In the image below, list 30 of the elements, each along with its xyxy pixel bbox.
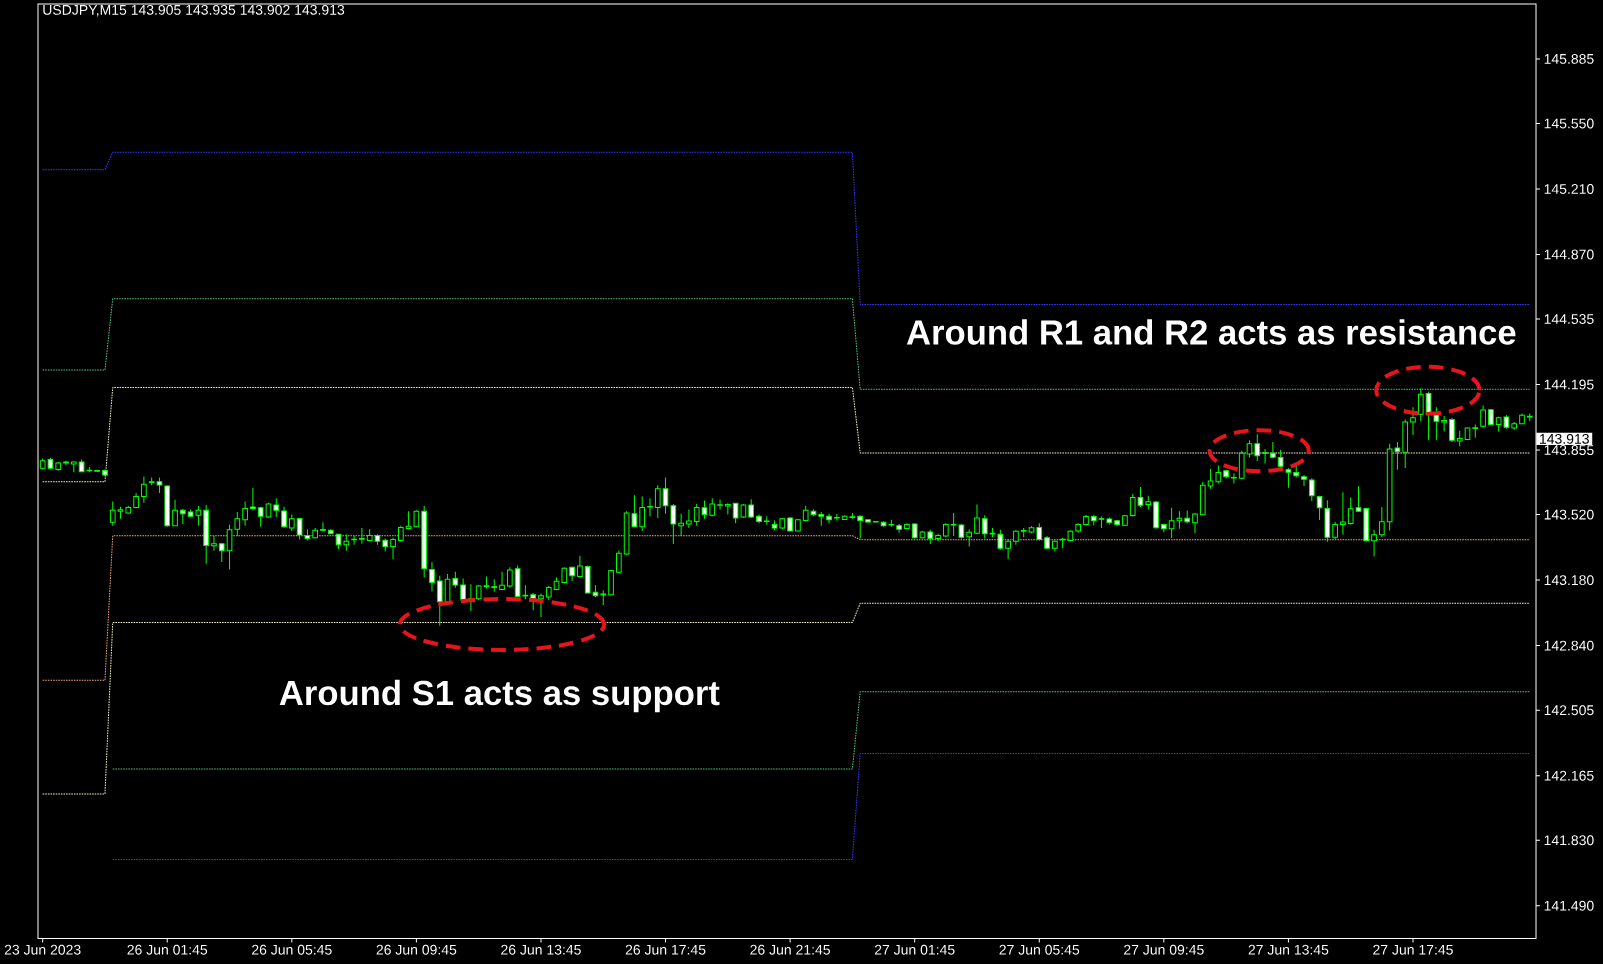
x-tick-label: 26 Jun 17:45: [625, 944, 706, 955]
x-tick-label: 27 Jun 13:45: [1248, 944, 1329, 955]
x-tick-label: 27 Jun 01:45: [874, 944, 955, 955]
y-tick-label: 142.840: [1544, 640, 1594, 651]
y-tick-label: 145.550: [1544, 118, 1594, 129]
text: 143.913: [1540, 433, 1589, 444]
y-tick-label: 142.505: [1544, 705, 1594, 716]
y-tick-label: 144.195: [1544, 379, 1594, 390]
x-tick-label: 23 Jun 2023: [4, 944, 81, 955]
chart-title: USDJPY,M15 143.905 143.935 143.902 143.913: [43, 4, 345, 17]
x-tick-label: 27 Jun 09:45: [1124, 944, 1204, 955]
y-tick-label: 145.885: [1544, 53, 1594, 64]
y-tick-label: 144.870: [1544, 249, 1594, 260]
y-tick-label: 141.830: [1544, 835, 1594, 846]
y-tick-label: 142.165: [1544, 770, 1594, 781]
x-tick-label: 26 Jun 21:45: [750, 944, 830, 955]
x-tick-label: 26 Jun 01:45: [127, 944, 208, 955]
x-tick-label: 27 Jun 05:45: [999, 944, 1080, 955]
y-tick-label: 141.490: [1544, 900, 1594, 911]
y-tick-label: 143.855: [1544, 445, 1594, 456]
x-tick-label: 26 Jun 09:45: [376, 944, 457, 955]
y-tick-label: 145.210: [1544, 184, 1594, 194]
y-tick-label: 144.535: [1544, 314, 1594, 324]
x-tick-label: 27 Jun 17:45: [1373, 944, 1453, 955]
x-tick-label: 26 Jun 13:45: [501, 944, 581, 955]
y-tick-label: 143.520: [1544, 509, 1594, 520]
x-tick-label: 26 Jun 05:45: [252, 944, 332, 955]
annotation: Around R1 and R2 acts as resistance: [906, 319, 1516, 345]
annotation: Around S1 acts as support: [279, 679, 720, 713]
y-tick-label: 143.180: [1544, 575, 1594, 586]
